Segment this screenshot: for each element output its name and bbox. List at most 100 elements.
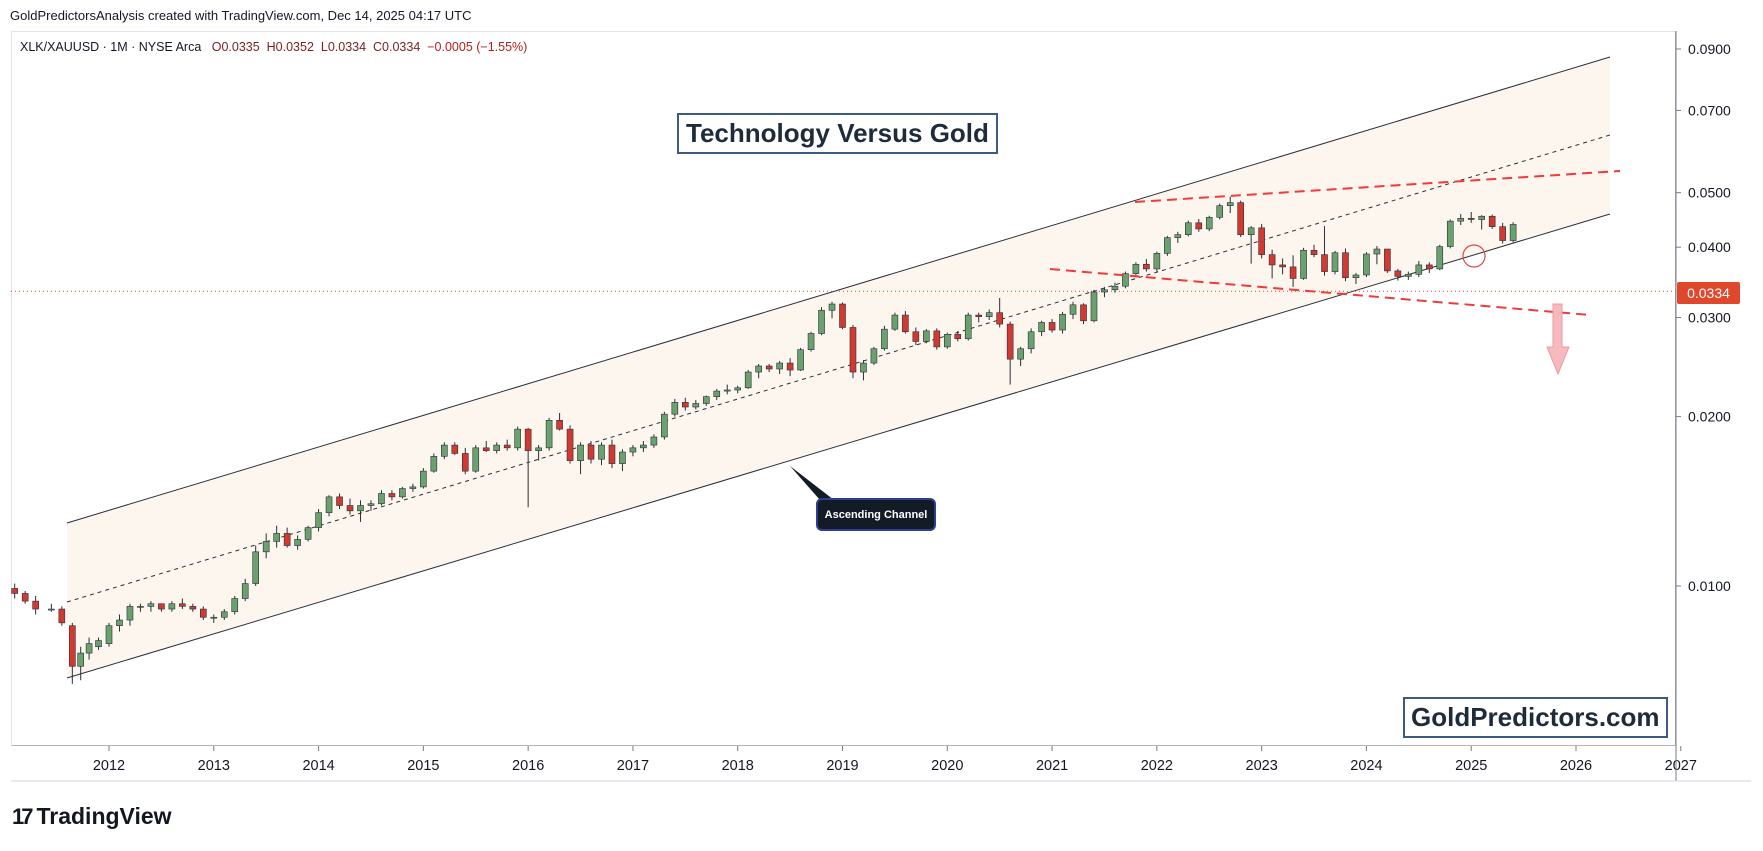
candle-body <box>1436 246 1444 270</box>
candle-body <box>58 608 66 624</box>
candle-body <box>346 505 354 512</box>
candle-body <box>1143 263 1150 270</box>
candle-body <box>1352 274 1360 279</box>
candle-body <box>818 309 825 334</box>
candle-body <box>304 527 312 540</box>
candle-body <box>32 600 39 610</box>
candle-body <box>1237 202 1244 235</box>
candle-body <box>1017 348 1024 360</box>
candle-body <box>1184 222 1192 235</box>
candle-body <box>692 403 700 408</box>
candle-body <box>1101 289 1108 293</box>
candle-body <box>943 334 951 348</box>
candle-body <box>1300 249 1307 279</box>
candle-body <box>420 470 427 488</box>
candle-body <box>1310 249 1318 255</box>
candle-body <box>179 603 186 607</box>
y-axis-label: 0.0700 <box>1688 102 1731 118</box>
x-axis-label: 2020 <box>931 758 963 774</box>
candle-body <box>1048 322 1056 331</box>
candle-body <box>524 428 532 451</box>
candle-body <box>640 444 647 449</box>
candle-body <box>891 314 899 330</box>
tradingview-logo-icon: 17 <box>12 803 34 829</box>
candle-body <box>650 436 658 446</box>
candle-body <box>1467 218 1475 220</box>
candle-body <box>933 330 941 348</box>
candle-body <box>11 588 18 594</box>
x-axis-label: 2025 <box>1455 758 1487 774</box>
candle-body <box>1405 274 1412 277</box>
candle-body <box>95 640 102 648</box>
tradingview-logo[interactable]: 17 TradingView <box>12 803 172 830</box>
change-value: −0.0005 (−1.55%) <box>427 40 528 54</box>
candle-body <box>860 362 867 373</box>
candle-body <box>902 314 909 333</box>
channel-upper-line <box>66 56 1611 524</box>
attribution-text: GoldPredictorsAnalysis created with Trad… <box>10 8 472 23</box>
candle-body <box>273 533 280 542</box>
candle-body <box>776 362 783 370</box>
x-axis-label: 2016 <box>512 758 544 774</box>
candle-body <box>503 444 511 449</box>
candle-body <box>325 496 333 513</box>
candle-body <box>702 396 710 404</box>
candle-body <box>1080 304 1087 322</box>
candle-body <box>598 444 605 460</box>
candle-body <box>241 583 249 599</box>
candle-body <box>1006 323 1014 360</box>
candle-body <box>765 365 773 370</box>
candle-body <box>629 447 637 453</box>
candle-body <box>923 330 930 342</box>
y-axis-label: 0.0900 <box>1688 41 1731 57</box>
current-price-label: 0.0334 <box>1677 282 1740 304</box>
breakdown-circle <box>1462 244 1486 268</box>
ascending-channel-callout: Ascending Channel <box>816 498 936 531</box>
candle-body <box>336 496 343 506</box>
candle-body <box>168 603 176 610</box>
candle-body <box>713 390 721 397</box>
candle-body <box>1122 273 1129 287</box>
candle-body <box>1457 218 1465 222</box>
candle-body <box>1038 322 1045 333</box>
symbol-legend: XLK/XAUUSD · 1M · NYSE Arca O0.0335 H0.0… <box>20 40 527 54</box>
x-axis-label: 2013 <box>198 758 230 774</box>
candle-body <box>210 616 218 619</box>
candle-body <box>985 312 993 317</box>
candle-body <box>461 453 469 472</box>
candle-body <box>147 603 155 607</box>
candle-body <box>1258 227 1265 255</box>
candle-body <box>357 505 364 512</box>
candle-body <box>587 444 595 460</box>
down-arrow-icon <box>1546 303 1570 376</box>
candle-body <box>1205 217 1213 230</box>
candle-body <box>378 493 385 505</box>
candle-body <box>566 428 574 461</box>
resistance-dashed-line <box>1134 170 1621 203</box>
candle-body <box>723 389 731 392</box>
candle-body <box>1509 224 1517 241</box>
candle-body <box>231 598 239 613</box>
candle-body <box>1384 248 1391 272</box>
x-axis-label: 2026 <box>1560 758 1592 774</box>
candle-body <box>514 428 521 449</box>
candle-body <box>472 447 480 472</box>
candle-body <box>1499 226 1506 241</box>
x-axis-label: 2014 <box>302 758 334 774</box>
candle-body <box>69 625 76 667</box>
tradingview-logo-text: TradingView <box>36 803 172 829</box>
candle-body <box>388 493 396 498</box>
x-axis-label: 2022 <box>1141 758 1173 774</box>
candle-body <box>608 444 616 464</box>
chart-title: Technology Versus Gold <box>677 113 998 154</box>
candle-body <box>116 619 123 627</box>
candle-body <box>1153 253 1161 270</box>
candle-body <box>1488 215 1496 227</box>
candle-body <box>954 334 962 340</box>
candle-body <box>137 606 144 608</box>
candle-body <box>21 593 29 602</box>
candle-body <box>451 444 459 454</box>
candle-body <box>1132 263 1140 274</box>
candle-body <box>975 314 983 317</box>
